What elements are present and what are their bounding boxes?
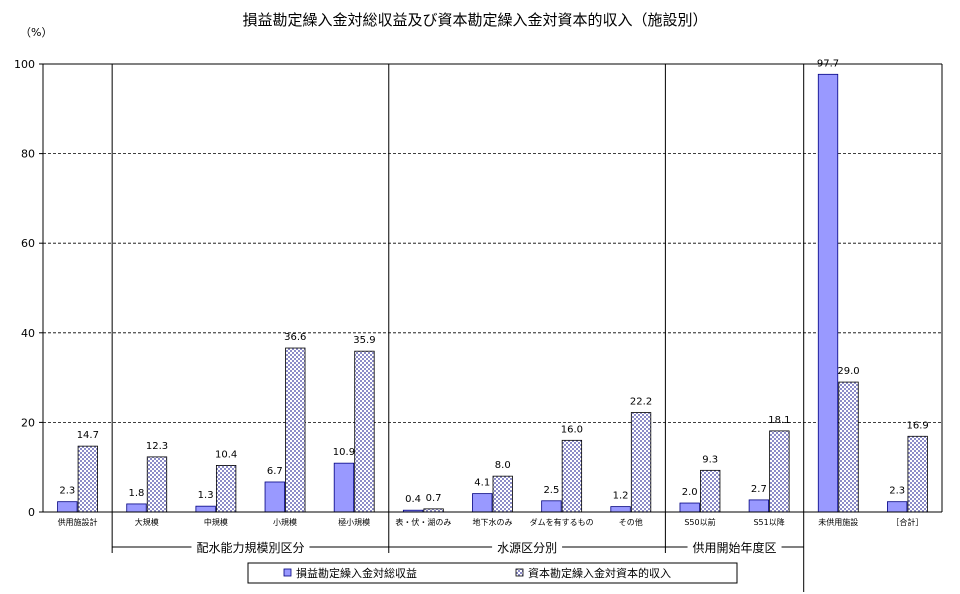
y-unit-label: （%） bbox=[20, 26, 52, 39]
bar-series-1 bbox=[126, 503, 147, 513]
data-labels: 2.3 14.7 1.8 12.3 1.3 10.4 6.7 36.6 10.9 35.9 0.4 0… bbox=[59, 58, 928, 505]
chart-title: 損益勘定繰入金対総収益及び資本勘定繰入金対資本的収入（施設別） bbox=[242, 11, 707, 29]
data-label: 10.4 bbox=[215, 449, 237, 460]
bar-series-1 bbox=[541, 500, 562, 513]
bar-series-2 bbox=[77, 445, 98, 513]
bars bbox=[57, 73, 928, 513]
bar-series-1 bbox=[264, 481, 285, 513]
gridlines bbox=[43, 63, 942, 423]
data-label: 36.6 bbox=[284, 332, 306, 343]
data-label: 2.5 bbox=[543, 485, 559, 496]
bar-series-1 bbox=[817, 73, 839, 513]
bar-series-1 bbox=[679, 502, 700, 513]
category-label: その他 bbox=[619, 517, 643, 527]
data-label: 1.3 bbox=[198, 490, 214, 501]
data-label: 35.9 bbox=[353, 335, 375, 346]
bar-series-2 bbox=[146, 456, 168, 513]
legend-label: 損益勘定繰入金対総収益 bbox=[296, 566, 417, 580]
data-label: 2.7 bbox=[751, 484, 767, 495]
data-label: 0.7 bbox=[426, 493, 442, 504]
data-label: 29.0 bbox=[837, 366, 859, 377]
category-label: 未供用施設 bbox=[818, 517, 858, 527]
data-label: 14.7 bbox=[77, 430, 99, 441]
data-label: 4.1 bbox=[474, 478, 490, 489]
legend-swatch bbox=[515, 568, 524, 577]
bar-series-2 bbox=[907, 435, 928, 513]
group-labels: 配水能力規模別区分 水源区分別 供用開始年度区 bbox=[112, 540, 804, 555]
category-label: 供用施設計 bbox=[58, 517, 98, 527]
bar-series-1 bbox=[57, 501, 78, 513]
y-tick-label: 0 bbox=[28, 506, 35, 519]
legend-swatch bbox=[283, 568, 292, 577]
data-label: 1.2 bbox=[613, 491, 629, 502]
category-label: S51以降 bbox=[753, 517, 784, 527]
data-label: 0.4 bbox=[405, 494, 421, 505]
category-label: 極小規模 bbox=[338, 517, 370, 527]
bar-series-1 bbox=[195, 505, 216, 513]
data-label: 2.0 bbox=[682, 487, 698, 498]
bar-series-2 bbox=[838, 381, 859, 513]
data-label: 2.3 bbox=[889, 486, 905, 497]
bar-series-1 bbox=[610, 506, 631, 513]
group-label: 配水能力規模別区分 bbox=[196, 540, 304, 555]
bar-series-2 bbox=[492, 475, 513, 513]
legend: 損益勘定繰入金対総収益 資本勘定繰入金対資本的収入 bbox=[247, 562, 738, 584]
legend-box bbox=[247, 562, 738, 584]
category-label: 中規模 bbox=[204, 517, 228, 527]
group-separators bbox=[111, 64, 805, 592]
category-label: 地下水のみ bbox=[473, 517, 513, 527]
bar-series-1 bbox=[472, 493, 493, 513]
bar-series-2 bbox=[561, 439, 583, 513]
data-label: 22.2 bbox=[630, 397, 652, 408]
bar-series-2 bbox=[215, 465, 237, 513]
category-label: 大規模 bbox=[135, 517, 159, 527]
bar-series-2 bbox=[354, 350, 375, 513]
group-label: 水源区分別 bbox=[497, 541, 557, 555]
bar-series-2 bbox=[285, 347, 306, 513]
category-label: ［合計］ bbox=[891, 517, 923, 527]
category-labels: 供用施設計 大規模 中規模 小規模 極小規模 表・伏・湖のみ 地下水のみ ダムを有するもの その… bbox=[58, 517, 924, 527]
legend-label: 資本勘定繰入金対資本的収入 bbox=[528, 566, 671, 580]
y-tick-label: 40 bbox=[21, 327, 35, 340]
data-label: 16.9 bbox=[907, 420, 929, 431]
bar-series-1 bbox=[887, 501, 908, 513]
bar-series-1 bbox=[748, 499, 770, 513]
y-tick-label: 60 bbox=[21, 237, 35, 250]
bar-series-2 bbox=[700, 469, 721, 513]
y-tick-label: 20 bbox=[21, 416, 35, 429]
category-label: 表・伏・湖のみ bbox=[395, 517, 451, 527]
axes: 0 20 40 60 80 100 bbox=[14, 58, 943, 519]
data-label: 2.3 bbox=[59, 486, 75, 497]
category-label: 小規模 bbox=[273, 517, 297, 527]
group-label: 供用開始年度区 bbox=[693, 540, 777, 555]
data-label: 8.0 bbox=[495, 460, 511, 471]
data-label: 10.9 bbox=[333, 447, 355, 458]
y-tick-label: 100 bbox=[14, 58, 35, 71]
data-label: 9.3 bbox=[702, 454, 718, 465]
data-label: 6.7 bbox=[267, 466, 283, 477]
y-tick-label: 80 bbox=[21, 148, 35, 161]
bar-series-1 bbox=[333, 462, 355, 513]
data-label: 18.1 bbox=[768, 415, 790, 426]
category-label: ダムを有するもの bbox=[530, 517, 594, 527]
category-label: S50以前 bbox=[684, 517, 715, 527]
bar-series-2 bbox=[769, 430, 790, 513]
data-label: 12.3 bbox=[146, 441, 168, 452]
bar-series-2 bbox=[630, 412, 652, 513]
data-label: 16.0 bbox=[561, 424, 583, 435]
data-label: 1.8 bbox=[129, 488, 145, 499]
